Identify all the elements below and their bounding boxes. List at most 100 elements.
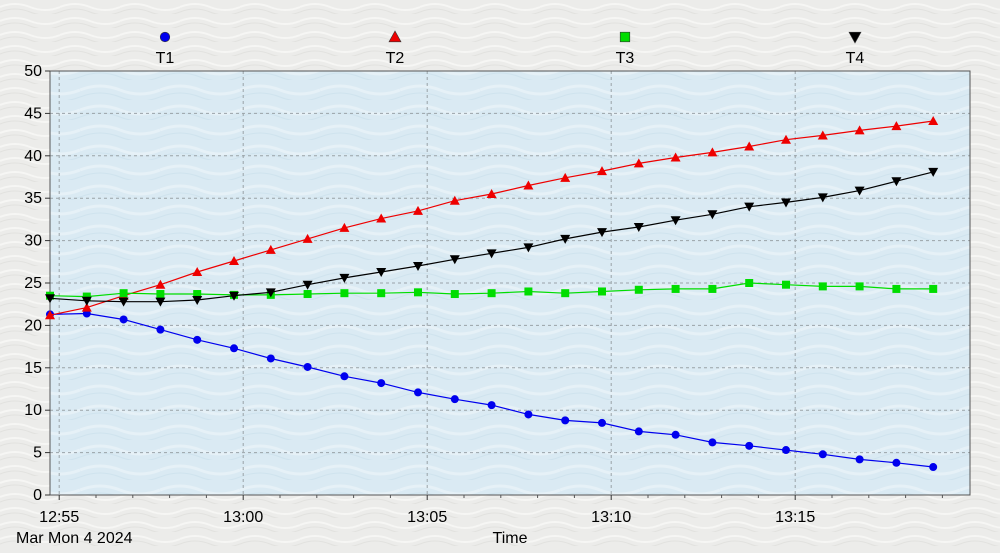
legend-item-t2: T2	[386, 30, 405, 67]
data-point-t2	[265, 244, 276, 254]
data-point-t1	[598, 418, 606, 427]
data-point-t3	[708, 284, 717, 293]
data-point-t4	[670, 216, 681, 226]
legend-label-t3: T3	[616, 50, 635, 67]
y-tick-label: 25	[24, 275, 42, 292]
x-axis-label: Time	[493, 530, 528, 547]
x-tick-label: 13:05	[407, 509, 447, 526]
data-point-t1	[156, 325, 165, 334]
legend-marker-t1	[159, 31, 171, 43]
data-point-t4	[486, 249, 497, 259]
data-point-t3	[193, 290, 202, 299]
data-point-t3	[598, 287, 606, 296]
data-point-t4	[523, 243, 534, 253]
data-point-t3	[561, 289, 570, 298]
data-point-t1	[487, 401, 496, 410]
data-point-t2	[192, 266, 203, 276]
data-point-t3	[156, 290, 165, 299]
data-point-t2	[707, 147, 718, 157]
data-point-t3	[634, 285, 643, 294]
data-point-t1	[929, 463, 938, 472]
data-point-t3	[892, 284, 901, 293]
data-point-t1	[524, 410, 533, 419]
data-point-t2	[560, 172, 571, 182]
data-point-t4	[707, 210, 718, 220]
data-point-t4	[817, 193, 828, 203]
legend-marker-t3	[619, 31, 631, 43]
data-point-t4	[339, 273, 350, 283]
data-point-t2	[486, 188, 497, 198]
data-point-t2	[413, 205, 423, 215]
data-point-t3	[745, 279, 754, 287]
data-point-t2	[449, 195, 460, 205]
data-point-t2	[891, 121, 902, 131]
data-point-t4	[633, 223, 644, 233]
data-point-t3	[855, 282, 864, 291]
data-point-t2	[81, 302, 92, 312]
data-point-t4	[302, 280, 313, 290]
data-point-t3	[782, 280, 790, 289]
data-point-t1	[193, 335, 202, 344]
data-point-t2	[376, 213, 387, 223]
data-point-t4	[560, 234, 571, 244]
data-point-t4	[265, 288, 276, 298]
data-point-t2	[229, 255, 239, 265]
data-point-t4	[413, 262, 423, 272]
legend-label-t2: T2	[386, 50, 405, 67]
data-point-t4	[449, 255, 460, 265]
data-point-t4	[155, 297, 166, 307]
data-point-t1	[671, 430, 680, 439]
data-point-t2	[339, 222, 350, 232]
data-point-t1	[119, 315, 128, 324]
data-point-t1	[414, 388, 422, 397]
x-tick-label: 13:10	[591, 509, 631, 526]
y-tick-label: 0	[33, 487, 42, 504]
data-point-t2	[633, 158, 644, 168]
data-point-t1	[892, 458, 901, 467]
data-point-t4	[81, 296, 92, 306]
y-tick-label: 10	[24, 402, 42, 419]
legend: T1 T2 T3 T4	[156, 30, 865, 67]
data-point-t1	[782, 446, 790, 455]
x-tick-label: 12:55	[39, 509, 79, 526]
y-tick-label: 5	[33, 445, 42, 462]
data-point-t2	[670, 152, 681, 162]
data-point-t2	[928, 116, 939, 126]
data-point-t1	[340, 372, 349, 381]
axes: 0 5 10 15 20 25 30 35 40 45 50 12:55 13:00 13:05 13:10…	[24, 63, 943, 526]
data-point-t2	[597, 166, 607, 176]
data-point-t3	[818, 282, 827, 291]
legend-label-t4: T4	[846, 50, 865, 67]
data-point-t4	[45, 294, 55, 304]
data-point-t4	[744, 202, 755, 212]
x-tick-label: 13:15	[775, 509, 815, 526]
data-point-t1	[561, 416, 570, 425]
series-t4	[45, 167, 939, 307]
x-tick-label: 13:00	[223, 509, 263, 526]
data-point-t3	[82, 292, 91, 301]
y-tick-label: 35	[24, 190, 42, 207]
data-point-t4	[781, 198, 791, 208]
legend-item-t1: T1	[156, 31, 174, 67]
data-point-t4	[854, 186, 865, 196]
data-point-t3	[340, 289, 349, 298]
date-label: Mar Mon 4 2024	[16, 530, 133, 547]
plot-area	[50, 71, 970, 495]
data-point-t3	[450, 290, 459, 299]
data-point-t2	[45, 310, 55, 320]
data-point-t3	[119, 289, 128, 298]
data-point-t1	[818, 450, 827, 459]
data-point-t4	[928, 167, 939, 177]
data-point-t3	[414, 288, 422, 297]
y-tick-label: 45	[24, 105, 42, 122]
data-point-t4	[229, 291, 239, 301]
y-tick-label: 40	[24, 148, 42, 165]
data-point-t4	[118, 297, 129, 307]
data-point-t1	[708, 438, 717, 447]
series-t2	[45, 116, 939, 320]
y-tick-label: 50	[24, 63, 42, 80]
data-point-t4	[192, 295, 203, 305]
y-tick-label: 20	[24, 317, 42, 334]
data-point-t2	[302, 233, 313, 243]
